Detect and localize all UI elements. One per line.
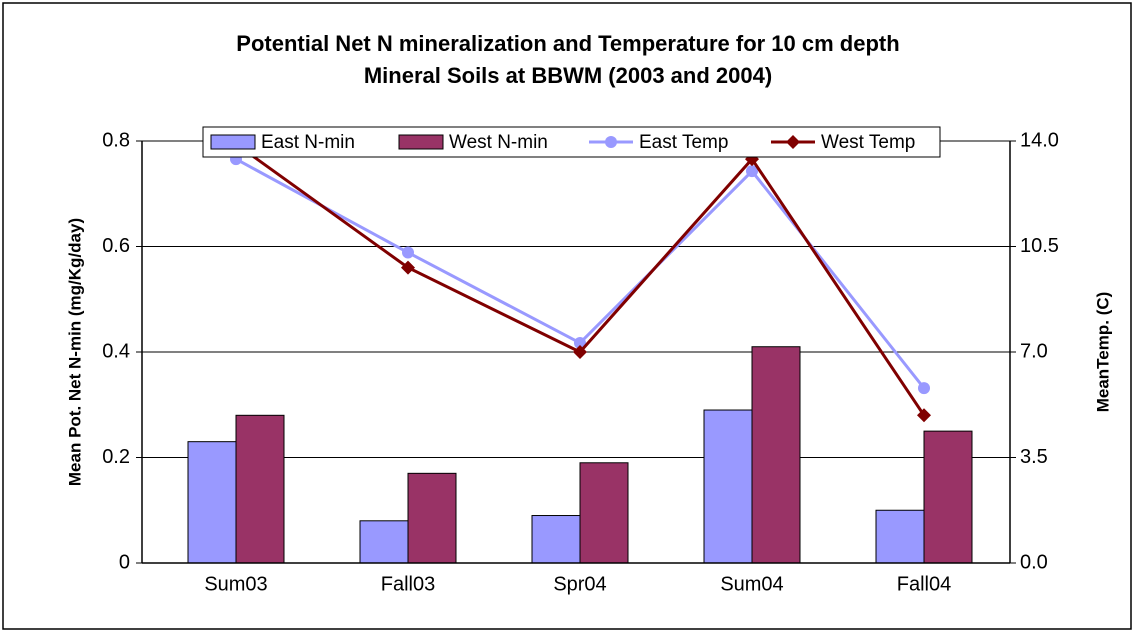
y2-tick-label: 10.5 [1020, 235, 1059, 257]
legend-label: West N-min [449, 132, 548, 153]
y-axis-title: Mean Pot. Net N-min (mg/Kg/day) [65, 218, 84, 486]
y-tick-label: 0 [119, 551, 130, 573]
y-tick-label: 0.4 [102, 340, 130, 362]
legend-swatch [398, 134, 444, 150]
y2-tick-label: 7.0 [1020, 340, 1048, 362]
marker [918, 382, 930, 395]
legend-box [202, 126, 941, 158]
bar [407, 472, 457, 564]
y-tick-label: 0.8 [102, 129, 130, 151]
marker [917, 408, 931, 423]
marker [574, 336, 586, 349]
marker [402, 246, 414, 259]
bar [531, 515, 581, 564]
x-tick-label: Sum04 [720, 573, 783, 595]
bar [751, 346, 801, 564]
x-tick-label: Fall03 [381, 573, 435, 595]
marker [401, 260, 415, 275]
y2-tick-label: 14.0 [1020, 129, 1059, 151]
chart-title: Potential Net N mineralization and Tempe… [236, 31, 899, 56]
x-tick-label: Sum03 [204, 573, 267, 595]
bar [703, 409, 753, 564]
legend-label: East Temp [639, 132, 728, 153]
y2-tick-label: 3.5 [1020, 446, 1048, 468]
y-tick-label: 0.2 [102, 446, 130, 468]
bar [579, 462, 629, 564]
bar [875, 509, 925, 564]
marker [573, 345, 587, 359]
legend-label: West Temp [821, 132, 915, 153]
bar [187, 441, 237, 564]
legend-marker [605, 136, 617, 148]
legend-label: East N-min [261, 132, 355, 153]
y2-axis-title: MeanTemp. (C) [1093, 292, 1112, 413]
chart-subtitle: Mineral Soils at BBWM (2003 and 2004) [364, 63, 772, 88]
y2-tick-label: 0.0 [1020, 551, 1048, 573]
legend-swatch [210, 134, 256, 150]
x-tick-label: Spr04 [553, 573, 606, 595]
bar [923, 430, 973, 564]
bar [235, 414, 285, 564]
y-tick-label: 0.6 [102, 235, 130, 257]
bar [359, 520, 409, 564]
x-tick-label: Fall04 [897, 573, 951, 595]
legend-marker [786, 135, 800, 149]
marker [746, 165, 758, 178]
